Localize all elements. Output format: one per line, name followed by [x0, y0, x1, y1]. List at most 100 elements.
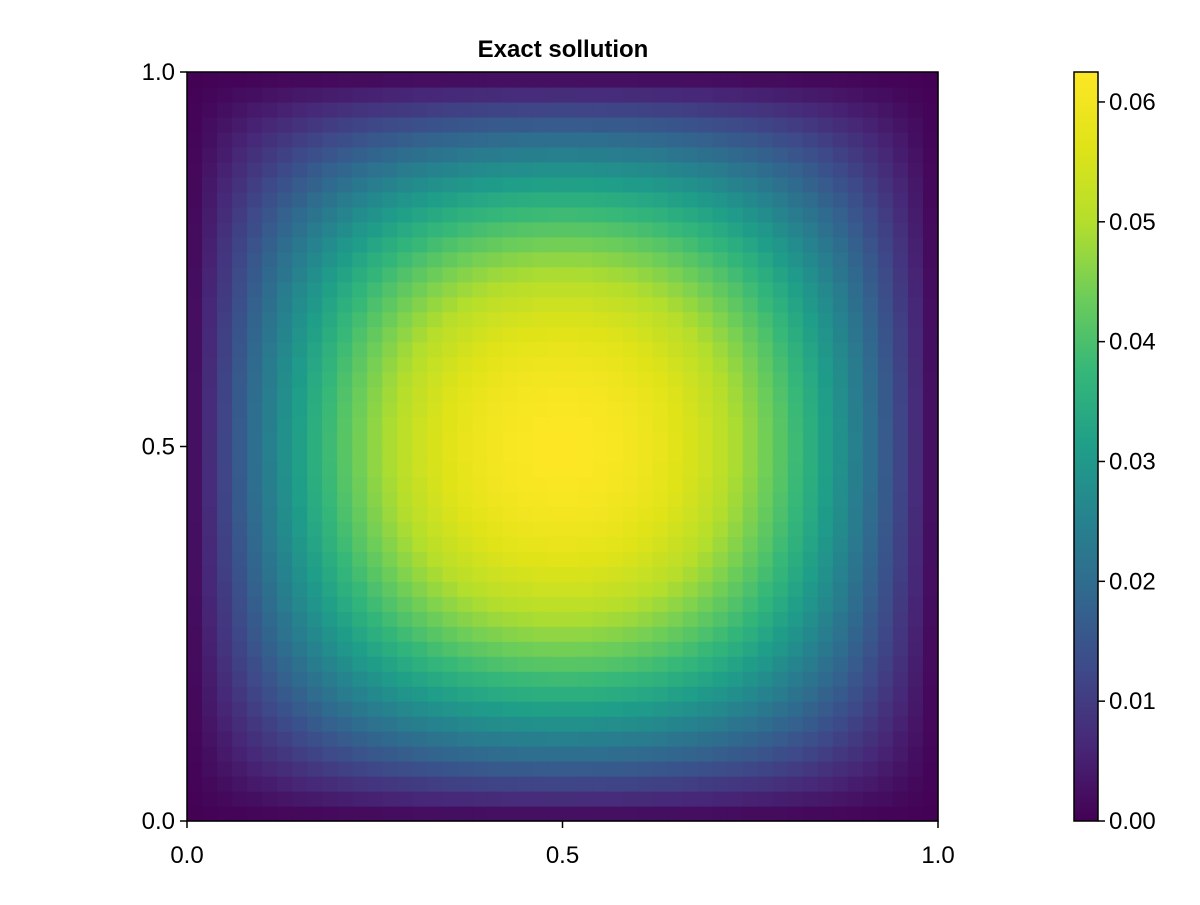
heatmap-cell: [352, 386, 368, 403]
colorbar-tick-label: 0.04: [1109, 329, 1156, 356]
heatmap-cell: [697, 221, 714, 238]
heatmap-cell: [502, 371, 519, 388]
heatmap-cell: [547, 236, 564, 253]
heatmap-cell: [307, 431, 323, 448]
heatmap-cell: [427, 131, 443, 148]
heatmap-cell: [757, 101, 774, 118]
heatmap-cell: [577, 581, 594, 597]
heatmap-cell: [697, 72, 714, 88]
heatmap-cell: [817, 731, 834, 747]
heatmap-cell: [487, 326, 504, 343]
heatmap-cell: [427, 221, 443, 238]
heatmap-cell: [457, 371, 473, 388]
heatmap-cell: [907, 191, 924, 208]
heatmap-cell: [667, 791, 684, 807]
heatmap-cell: [442, 431, 458, 448]
heatmap-cell: [712, 341, 729, 358]
heatmap-cell: [592, 731, 609, 747]
heatmap-cell: [187, 776, 203, 792]
heatmap-cell: [232, 401, 248, 418]
heatmap-cell: [307, 656, 323, 672]
heatmap-cell: [727, 671, 744, 687]
heatmap-cell: [592, 746, 609, 762]
heatmap-cell: [367, 611, 383, 627]
heatmap-cell: [487, 311, 504, 328]
heatmap-cell: [502, 791, 519, 807]
heatmap-cell: [592, 641, 609, 657]
heatmap-cell: [622, 506, 639, 522]
heatmap-cell: [592, 356, 609, 373]
heatmap-cell: [622, 461, 639, 478]
heatmap-cell: [682, 311, 699, 328]
heatmap-cell: [652, 641, 669, 657]
heatmap-cell: [352, 356, 368, 373]
heatmap-cell: [232, 371, 248, 388]
heatmap-cell: [907, 281, 924, 298]
heatmap-cell: [907, 596, 924, 612]
heatmap-cell: [427, 746, 443, 762]
heatmap-cell: [757, 551, 774, 567]
heatmap-cell: [877, 176, 894, 193]
heatmap-cell: [247, 806, 263, 822]
heatmap-cell: [217, 611, 233, 627]
heatmap-cell: [757, 596, 774, 612]
heatmap-cell: [637, 506, 654, 522]
heatmap-cell: [637, 72, 654, 88]
heatmap-cell: [652, 146, 669, 163]
heatmap-cell: [532, 341, 549, 358]
heatmap-cell: [352, 671, 368, 687]
heatmap-cell: [832, 641, 849, 657]
heatmap-cell: [592, 596, 609, 612]
heatmap-cell: [367, 806, 383, 822]
heatmap-cell: [562, 161, 579, 178]
heatmap-cell: [727, 596, 744, 612]
heatmap-cell: [907, 776, 924, 792]
heatmap-cell: [592, 446, 609, 463]
heatmap-cell: [247, 116, 263, 133]
heatmap-cell: [922, 476, 939, 493]
heatmap-cell: [277, 266, 293, 283]
heatmap-cell: [907, 446, 924, 463]
heatmap-cell: [532, 686, 549, 702]
heatmap-cell: [907, 746, 924, 762]
heatmap-cell: [862, 371, 879, 388]
heatmap-cell: [487, 746, 504, 762]
heatmap-cell: [922, 626, 939, 642]
heatmap-cell: [652, 296, 669, 313]
heatmap-cell: [322, 341, 338, 358]
heatmap-cell: [772, 341, 789, 358]
heatmap-cell: [217, 626, 233, 642]
heatmap-cell: [817, 701, 834, 717]
heatmap-cell: [472, 731, 488, 747]
heatmap-cell: [922, 746, 939, 762]
heatmap-cell: [592, 236, 609, 253]
heatmap-cell: [412, 446, 428, 463]
heatmap-cell: [277, 596, 293, 612]
heatmap-cell: [277, 491, 293, 508]
heatmap-cell: [442, 521, 458, 537]
heatmap-cell: [217, 716, 233, 732]
heatmap-cell: [742, 671, 759, 687]
heatmap-cell: [277, 671, 293, 687]
heatmap-cell: [352, 416, 368, 433]
heatmap-cell: [532, 206, 549, 223]
heatmap-cell: [892, 206, 909, 223]
heatmap-cell: [847, 776, 864, 792]
heatmap-cell: [697, 461, 714, 478]
heatmap-cell: [457, 701, 473, 717]
heatmap-cell: [547, 551, 564, 567]
heatmap-cell: [382, 641, 398, 657]
heatmap-cell: [712, 731, 729, 747]
heatmap-cell: [802, 311, 819, 328]
heatmap-cell: [922, 416, 939, 433]
heatmap-cell: [727, 476, 744, 493]
heatmap-cell: [292, 281, 308, 298]
heatmap-cell: [652, 506, 669, 522]
heatmap-cell: [367, 776, 383, 792]
heatmap-cell: [787, 236, 804, 253]
heatmap-cell: [442, 416, 458, 433]
heatmap-cell: [412, 461, 428, 478]
heatmap-cell: [277, 716, 293, 732]
